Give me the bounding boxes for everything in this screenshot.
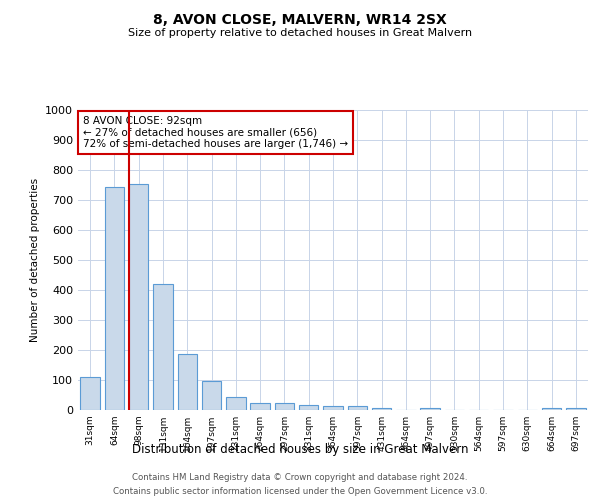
Y-axis label: Number of detached properties: Number of detached properties bbox=[29, 178, 40, 342]
Text: 8 AVON CLOSE: 92sqm
← 27% of detached houses are smaller (656)
72% of semi-detac: 8 AVON CLOSE: 92sqm ← 27% of detached ho… bbox=[83, 116, 348, 149]
Bar bbox=[347, 406, 367, 410]
Bar bbox=[129, 184, 148, 410]
Bar bbox=[226, 396, 245, 410]
Bar bbox=[566, 408, 586, 410]
Bar bbox=[250, 404, 270, 410]
Bar bbox=[372, 408, 391, 410]
Bar bbox=[202, 380, 221, 410]
Bar bbox=[105, 186, 124, 410]
Text: Size of property relative to detached houses in Great Malvern: Size of property relative to detached ho… bbox=[128, 28, 472, 38]
Text: Distribution of detached houses by size in Great Malvern: Distribution of detached houses by size … bbox=[132, 442, 468, 456]
Bar bbox=[153, 284, 173, 410]
Bar bbox=[542, 408, 561, 410]
Text: Contains public sector information licensed under the Open Government Licence v3: Contains public sector information licen… bbox=[113, 488, 487, 496]
Bar bbox=[178, 354, 197, 410]
Bar bbox=[275, 402, 294, 410]
Bar bbox=[80, 377, 100, 410]
Bar bbox=[299, 404, 319, 410]
Bar bbox=[421, 408, 440, 410]
Bar bbox=[323, 406, 343, 410]
Text: Contains HM Land Registry data © Crown copyright and database right 2024.: Contains HM Land Registry data © Crown c… bbox=[132, 472, 468, 482]
Text: 8, AVON CLOSE, MALVERN, WR14 2SX: 8, AVON CLOSE, MALVERN, WR14 2SX bbox=[153, 12, 447, 26]
